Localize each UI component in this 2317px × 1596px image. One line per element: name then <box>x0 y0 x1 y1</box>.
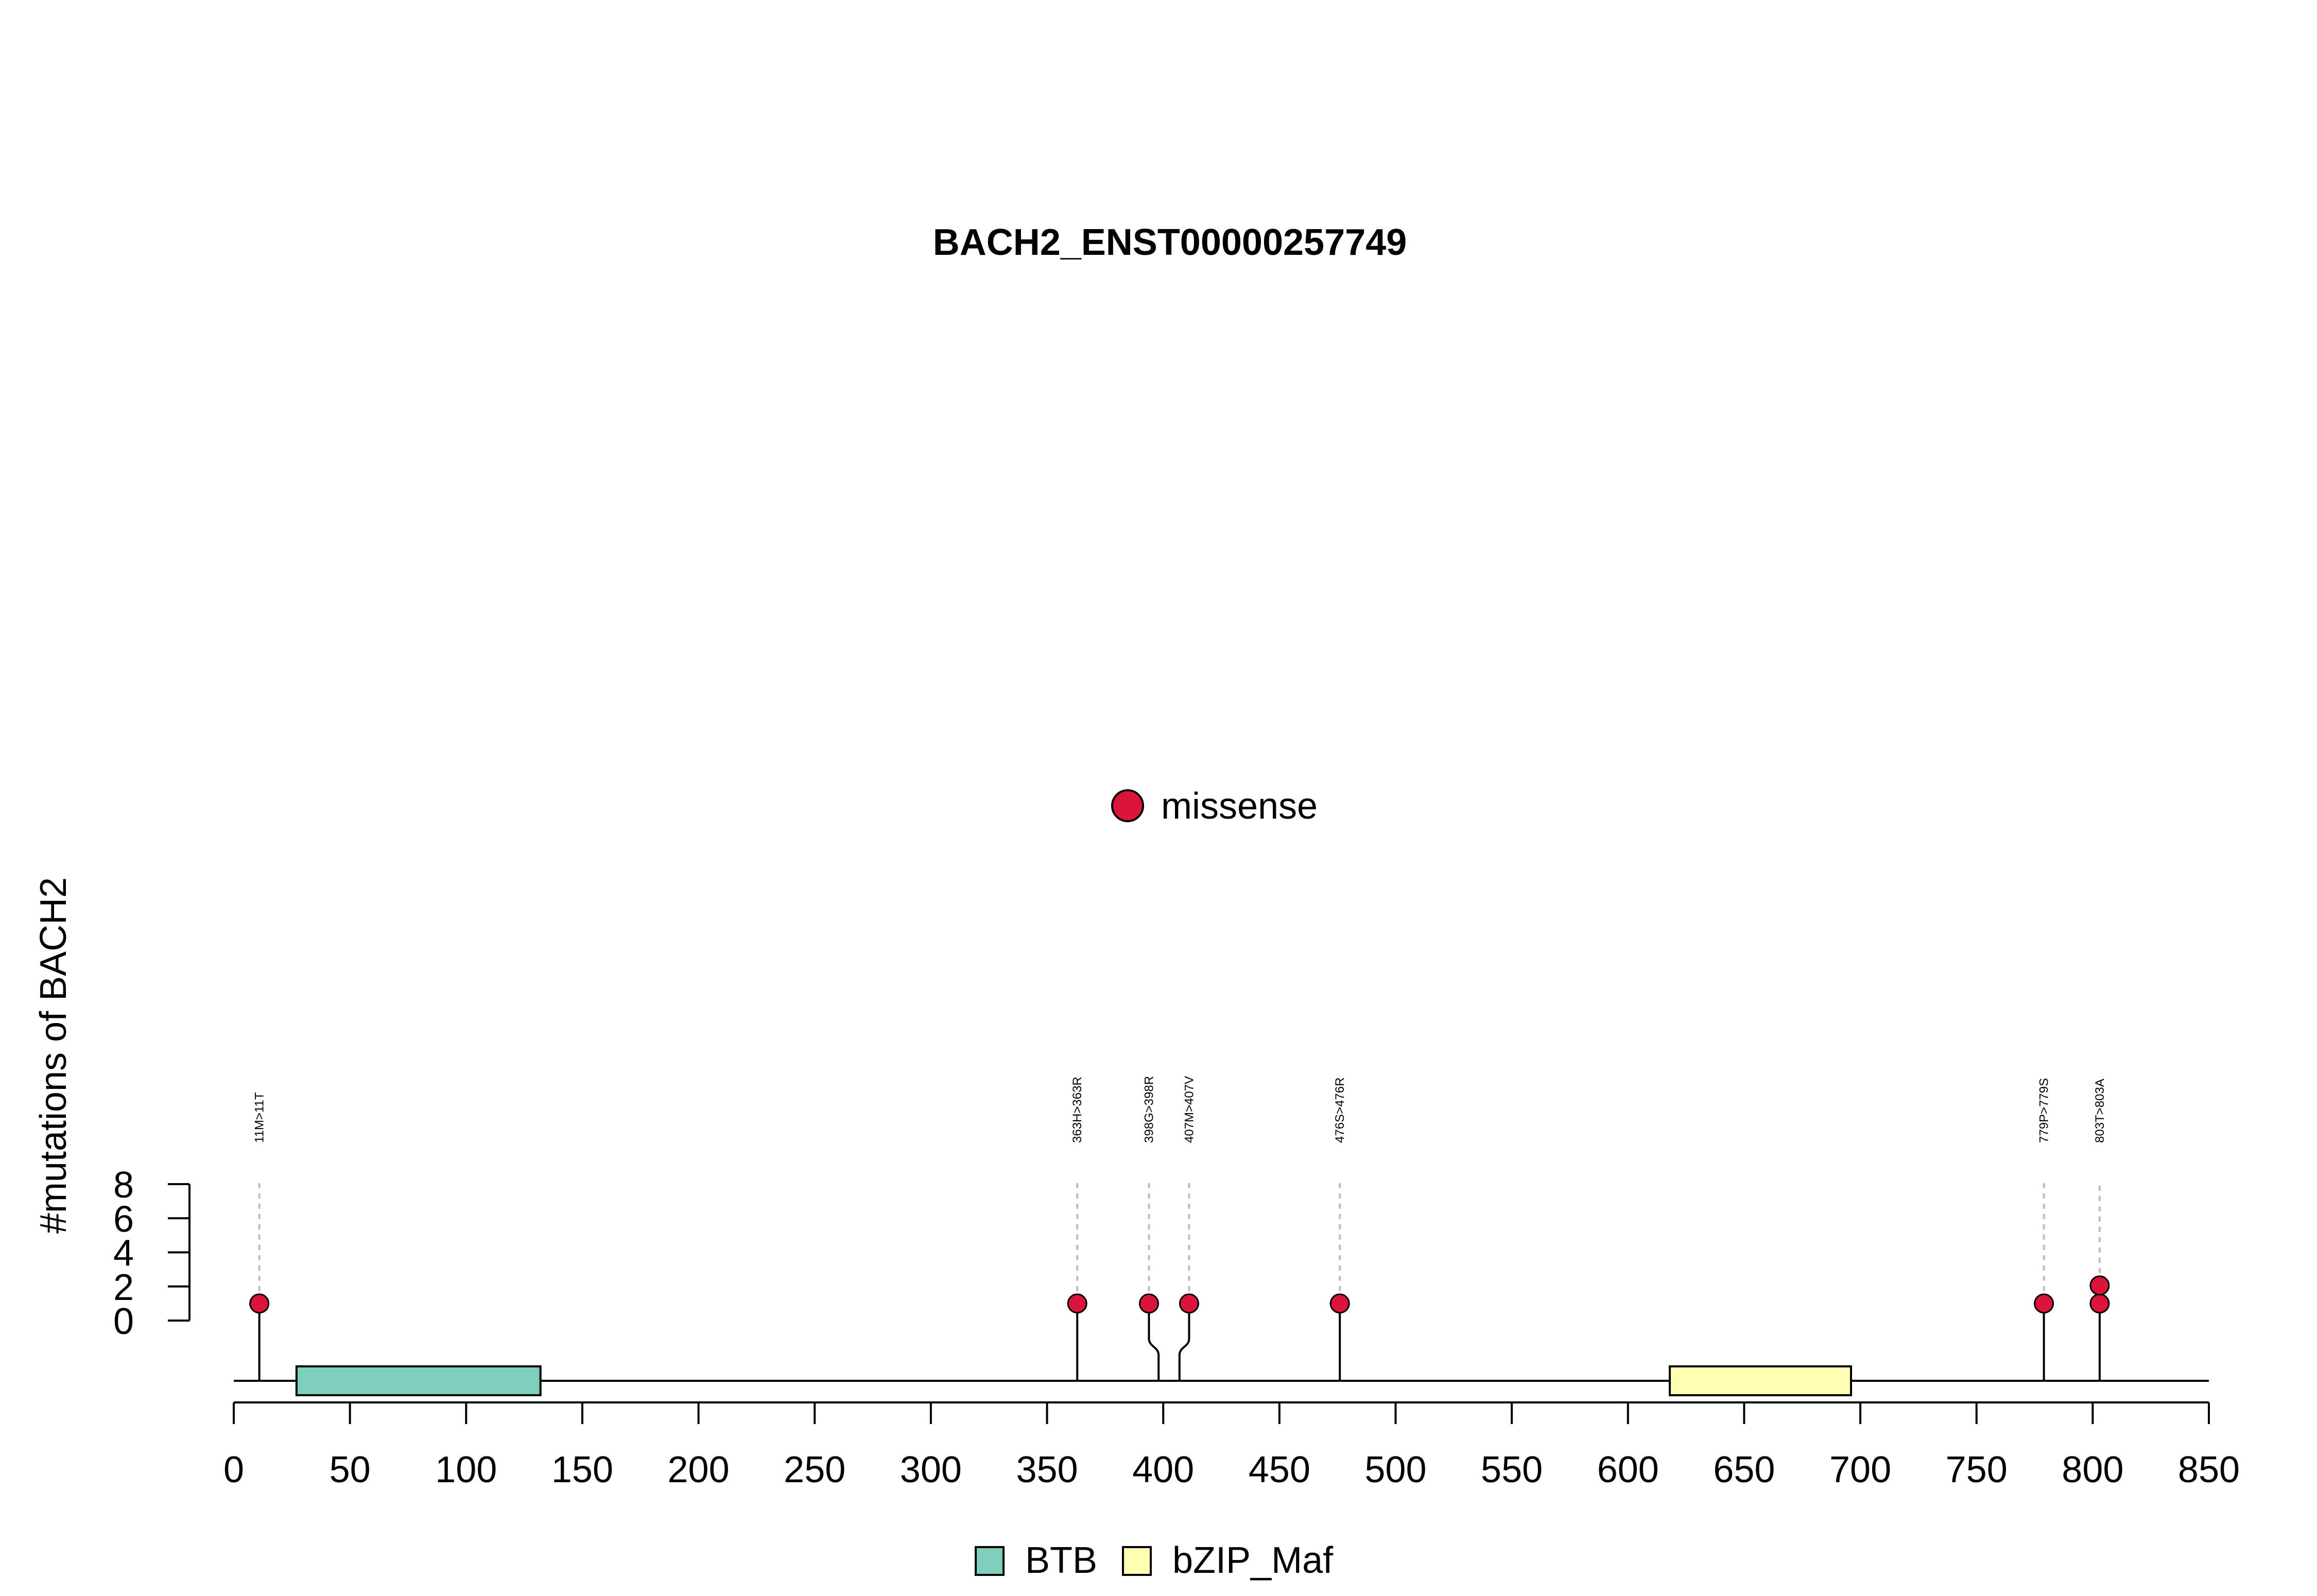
x-tick-label: 50 <box>330 1449 371 1490</box>
mutation-label: 11M>11T <box>253 1092 267 1143</box>
mutation-lollipop: 779P>779S <box>2034 1078 2054 1381</box>
chart-title: BACH2_ENST00000257749 <box>933 222 1407 263</box>
mutation-lollipop: 398G>398R <box>1138 1076 1160 1381</box>
mutation-dot <box>249 1293 270 1314</box>
mutation-legend: missense <box>1111 786 1318 827</box>
x-tick-label: 100 <box>435 1449 497 1490</box>
x-axis: 0 50 100 150 200 250 300 350 400 450 500 550 600 650 7… <box>223 1401 2240 1490</box>
y-tick-label: 0 <box>113 1301 134 1342</box>
x-tick-label: 500 <box>1364 1449 1426 1490</box>
mutation-dot <box>2089 1293 2110 1314</box>
mutation-lollipops: 11M>11T 363H>363R 398G>398R 407M>407V 476S>4… <box>249 1076 2110 1381</box>
y-axis-label: #mutations of BACH2 <box>33 877 74 1234</box>
domain-btb <box>295 1365 542 1396</box>
mutation-dot <box>1138 1293 1159 1314</box>
domain-legend: BTB bZIP_Maf <box>975 1540 1334 1581</box>
domain-bzip-maf <box>1668 1365 1853 1396</box>
domain-legend-label: BTB <box>1025 1540 1097 1581</box>
x-tick-label: 400 <box>1132 1449 1194 1490</box>
x-tick-label: 750 <box>1946 1449 2008 1490</box>
mutation-label: 363H>363R <box>1070 1077 1084 1143</box>
x-tick-label: 0 <box>223 1449 244 1490</box>
mutation-legend-label: missense <box>1161 786 1318 827</box>
y-tick-label: 2 <box>113 1267 134 1308</box>
mutation-label: 803T>803A <box>2093 1079 2107 1143</box>
x-tick-label: 300 <box>900 1449 962 1490</box>
mutation-dot <box>1329 1293 1350 1314</box>
x-tick-label: 350 <box>1016 1449 1078 1490</box>
x-tick-label: 550 <box>1481 1449 1543 1490</box>
mutation-dot <box>1067 1293 1087 1314</box>
domain-legend-swatch <box>975 1546 1005 1576</box>
x-tick-label: 800 <box>2062 1449 2123 1490</box>
mutation-label: 398G>398R <box>1142 1076 1156 1143</box>
mutation-dot <box>2089 1275 2110 1296</box>
x-tick-label: 450 <box>1249 1449 1310 1490</box>
x-tick-label: 150 <box>551 1449 613 1490</box>
mutation-lollipop: 363H>363R <box>1067 1077 1087 1381</box>
domain-legend-label: bZIP_Maf <box>1172 1540 1334 1581</box>
y-tick-label: 8 <box>113 1165 134 1206</box>
x-tick-label: 600 <box>1597 1449 1659 1490</box>
y-tick-label: 4 <box>113 1233 134 1274</box>
mutation-label: 476S>476R <box>1333 1078 1347 1143</box>
mutation-legend-dot <box>1111 789 1144 822</box>
mutation-label: 779P>779S <box>2037 1078 2051 1143</box>
x-tick-label: 700 <box>1829 1449 1891 1490</box>
mutation-lollipop: 476S>476R <box>1329 1078 1350 1381</box>
mutation-dot <box>1179 1293 1199 1314</box>
mutation-stem <box>1178 1303 1190 1381</box>
mutation-lollipop: 407M>407V <box>1178 1076 1199 1381</box>
mutation-stem <box>1148 1303 1160 1381</box>
domain-legend-swatch <box>1122 1546 1152 1576</box>
x-tick-label: 650 <box>1713 1449 1775 1490</box>
x-tick-label: 850 <box>2178 1449 2240 1490</box>
mutation-lollipop: 11M>11T <box>249 1092 270 1381</box>
x-tick-label: 250 <box>784 1449 845 1490</box>
mutation-label: 407M>407V <box>1182 1076 1196 1143</box>
domains <box>295 1365 1853 1396</box>
x-tick-label: 200 <box>668 1449 730 1490</box>
mutation-dot <box>2034 1293 2054 1314</box>
mutation-lollipop: 803T>803A <box>2089 1079 2110 1381</box>
y-tick-label: 6 <box>113 1199 134 1240</box>
